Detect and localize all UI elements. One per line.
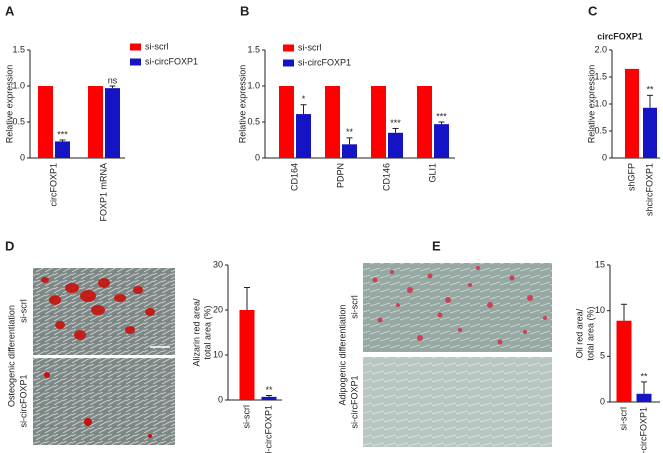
y-axis-label: Relative expression bbox=[4, 65, 14, 144]
legend-label: si-scrl bbox=[145, 41, 169, 51]
bar bbox=[88, 86, 103, 158]
micrograph-e: Adipogenic differentiation si-scrl si-ci… bbox=[337, 263, 552, 447]
row-label: si-circFOXP1 bbox=[18, 374, 28, 427]
x-tick-label: FOXP1 mRNA bbox=[98, 163, 108, 222]
chart-title: circFOXP1 bbox=[597, 31, 643, 41]
significance: ns bbox=[108, 75, 118, 85]
x-tick-label: PDPN bbox=[335, 163, 345, 188]
bar bbox=[325, 86, 340, 158]
bar bbox=[296, 114, 311, 158]
micrograph-label: Adipogenic differentiation bbox=[337, 305, 347, 406]
y-axis-label: Alizarin red area/ bbox=[191, 298, 201, 367]
y-tick-label: 0.5 bbox=[12, 116, 25, 126]
bar bbox=[279, 86, 294, 158]
y-tick-label: 0 bbox=[602, 152, 607, 162]
legend-label: si-scrl bbox=[298, 42, 322, 52]
row-label: si-scrl bbox=[18, 299, 28, 323]
y-axis-label: Relative expression bbox=[586, 65, 596, 144]
y-tick-label: 20 bbox=[213, 304, 223, 314]
image-bottom bbox=[33, 358, 175, 445]
y-tick-label: 1.0 bbox=[594, 98, 607, 108]
significance: *** bbox=[390, 118, 401, 128]
y-tick-label: 1.0 bbox=[12, 80, 25, 90]
y-tick-label: 0.5 bbox=[594, 125, 607, 135]
bar bbox=[371, 86, 386, 158]
x-tick-label: GLI1 bbox=[427, 163, 437, 183]
significance: ** bbox=[646, 85, 654, 95]
y-tick-label: 10 bbox=[595, 305, 605, 315]
bar bbox=[636, 393, 652, 402]
stain bbox=[41, 277, 155, 340]
micrograph-label: Osteogenic differentiation bbox=[6, 305, 16, 407]
y-axis-label: total area (%) bbox=[202, 305, 212, 359]
y-tick-label: 5 bbox=[600, 351, 605, 361]
bar bbox=[342, 144, 357, 158]
bar bbox=[105, 88, 120, 158]
image-top bbox=[363, 263, 552, 352]
panel-letter: A bbox=[5, 3, 15, 18]
x-tick-label: CD146 bbox=[381, 163, 391, 191]
stain bbox=[44, 372, 152, 438]
bar bbox=[38, 86, 53, 158]
legend-swatch bbox=[130, 43, 141, 51]
panel-letter: B bbox=[240, 3, 249, 18]
y-tick-label: 15 bbox=[595, 259, 605, 269]
bar bbox=[417, 86, 432, 158]
stain bbox=[372, 266, 547, 345]
legend-swatch bbox=[283, 59, 294, 67]
y-tick-label: 1.0 bbox=[247, 80, 260, 90]
panel-letter: C bbox=[588, 3, 598, 18]
panel-letter: E bbox=[432, 238, 441, 253]
y-tick-label: 1.5 bbox=[247, 44, 260, 54]
bar bbox=[55, 141, 70, 158]
image-bottom bbox=[363, 357, 552, 447]
significance: ** bbox=[640, 371, 648, 381]
panel-letter: D bbox=[5, 238, 14, 253]
bar bbox=[616, 320, 632, 402]
x-tick-label: si-scrl bbox=[241, 405, 251, 429]
row-label: si-circFOXP1 bbox=[349, 375, 359, 428]
significance: * bbox=[302, 94, 306, 104]
y-tick-label: 0 bbox=[600, 396, 605, 406]
x-tick-label: circFOXP1 bbox=[48, 163, 58, 207]
significance: ** bbox=[265, 385, 273, 395]
significance: *** bbox=[436, 111, 447, 121]
significance: ** bbox=[346, 127, 354, 137]
significance: *** bbox=[57, 129, 68, 139]
micrograph-d: Osteogenic differentiation si-scrl si-ci… bbox=[6, 268, 175, 445]
legend-label: si-circFOXP1 bbox=[298, 57, 351, 67]
row-label: si-scrl bbox=[349, 295, 359, 319]
y-tick-label: 0 bbox=[20, 152, 25, 162]
y-tick-label: 2.0 bbox=[594, 44, 607, 54]
bar bbox=[388, 132, 403, 158]
y-axis-label: Relative expression bbox=[237, 65, 247, 144]
x-tick-label: si-circFOXP1 bbox=[263, 405, 273, 453]
bar bbox=[239, 310, 255, 400]
x-tick-label: si-circFOXP1 bbox=[638, 407, 648, 453]
bar bbox=[434, 124, 449, 158]
y-tick-label: 1.5 bbox=[12, 44, 25, 54]
y-tick-label: 30 bbox=[213, 259, 223, 269]
bar bbox=[625, 68, 639, 158]
x-tick-label: shcircFOXP1 bbox=[644, 163, 654, 216]
x-tick-label: CD164 bbox=[289, 163, 299, 191]
y-axis-label: Oil red area/ bbox=[574, 308, 584, 358]
y-tick-label: 1.5 bbox=[594, 71, 607, 81]
x-tick-label: shGFP bbox=[626, 163, 636, 191]
x-tick-label: si-scrl bbox=[618, 407, 628, 431]
legend-swatch bbox=[283, 44, 294, 52]
y-tick-label: 0 bbox=[218, 394, 223, 404]
bar bbox=[261, 396, 277, 400]
y-tick-label: 0.5 bbox=[247, 116, 260, 126]
legend-label: si-circFOXP1 bbox=[145, 56, 198, 66]
legend-swatch bbox=[130, 58, 141, 66]
y-axis-label: total area (%) bbox=[585, 306, 595, 360]
y-tick-label: 10 bbox=[213, 349, 223, 359]
y-tick-label: 0 bbox=[255, 152, 260, 162]
bar bbox=[643, 107, 657, 158]
